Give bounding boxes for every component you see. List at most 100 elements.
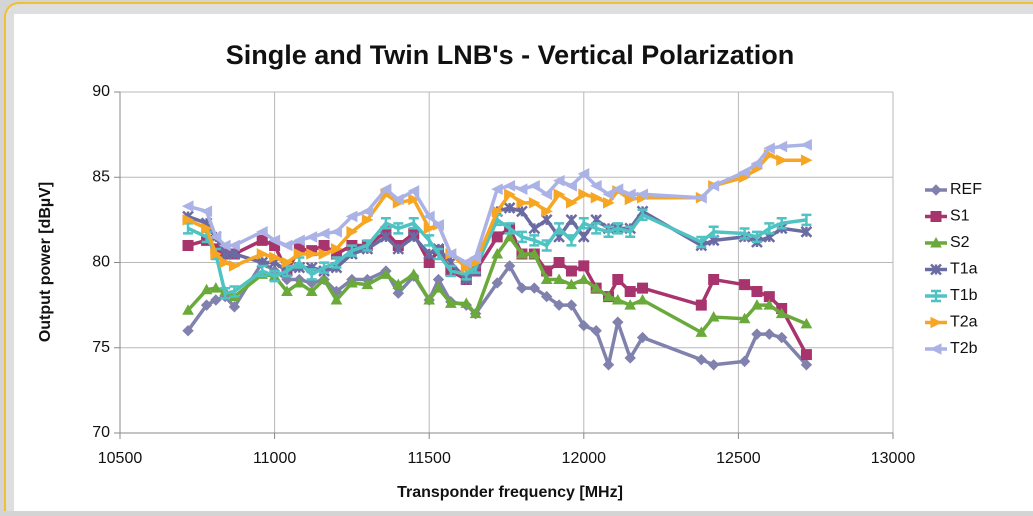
marker	[293, 276, 306, 288]
marker	[800, 225, 813, 238]
marker	[318, 248, 331, 260]
marker	[423, 248, 436, 260]
marker	[209, 231, 222, 243]
marker	[553, 273, 565, 285]
series-line	[187, 213, 807, 295]
marker	[708, 225, 719, 239]
marker	[408, 193, 420, 206]
marker	[293, 234, 305, 247]
marker	[565, 213, 578, 226]
marker	[528, 282, 541, 294]
marker	[432, 282, 445, 293]
marker	[750, 157, 763, 170]
marker	[800, 317, 813, 329]
marker	[228, 260, 241, 272]
marker	[775, 331, 788, 344]
marker	[540, 290, 553, 303]
marker	[345, 210, 358, 223]
marker	[565, 299, 578, 311]
marker	[540, 188, 553, 201]
marker	[751, 230, 762, 244]
marker	[528, 247, 541, 259]
marker	[764, 222, 775, 235]
marker	[603, 225, 614, 239]
marker	[380, 217, 391, 230]
marker	[281, 256, 294, 269]
marker	[578, 260, 590, 272]
marker	[590, 324, 602, 337]
y-tick-label: 70	[92, 424, 110, 441]
marker	[306, 268, 317, 281]
marker	[695, 191, 707, 204]
marker	[751, 299, 763, 310]
marker	[503, 179, 516, 192]
x-tick-label: 10500	[98, 450, 143, 467]
marker	[182, 304, 194, 315]
x-axis-label: Transponder frequency [MHz]	[397, 484, 623, 501]
marker	[317, 227, 330, 240]
marker	[361, 205, 373, 218]
marker	[540, 273, 553, 285]
marker	[800, 154, 813, 167]
marker	[469, 307, 482, 319]
marker	[503, 260, 516, 272]
marker	[408, 217, 419, 230]
marker	[707, 311, 720, 322]
marker	[201, 222, 213, 235]
marker	[256, 248, 269, 260]
marker	[433, 247, 444, 261]
marker	[229, 285, 240, 298]
marker	[516, 282, 528, 294]
marker	[281, 285, 293, 296]
marker	[602, 359, 615, 371]
marker	[379, 183, 392, 195]
marker	[565, 197, 578, 209]
legend-label: S1	[950, 208, 970, 225]
marker	[611, 293, 624, 305]
marker	[776, 217, 787, 230]
marker	[566, 234, 577, 247]
marker	[210, 248, 222, 260]
marker	[602, 290, 615, 302]
marker	[269, 251, 281, 264]
marker	[578, 217, 589, 230]
legend-label: T2b	[950, 340, 978, 357]
marker	[330, 226, 342, 238]
marker	[541, 239, 552, 252]
marker	[577, 231, 590, 243]
marker	[444, 248, 457, 260]
marker	[637, 282, 649, 294]
marker	[516, 247, 528, 259]
marker	[775, 307, 788, 319]
marker	[565, 179, 577, 192]
marker	[577, 273, 590, 285]
marker	[491, 205, 504, 218]
marker	[220, 286, 231, 300]
marker	[491, 277, 503, 289]
marker	[516, 205, 528, 218]
marker	[503, 230, 516, 242]
marker	[801, 213, 812, 227]
y-tick-label: 90	[92, 83, 110, 100]
legend-label: T2a	[950, 314, 978, 331]
marker	[636, 188, 649, 201]
marker	[256, 226, 268, 238]
marker	[460, 297, 473, 308]
marker	[256, 234, 268, 246]
x-tick-label: 11000	[253, 450, 296, 467]
marker	[423, 222, 436, 235]
legend-marker	[929, 343, 942, 355]
marker	[540, 213, 553, 226]
marker	[553, 188, 566, 201]
marker	[763, 142, 775, 155]
y-tick-label: 75	[92, 339, 110, 356]
marker	[330, 293, 343, 305]
marker	[541, 205, 553, 218]
marker	[763, 291, 775, 303]
marker	[590, 179, 602, 192]
marker	[346, 244, 357, 257]
marker	[612, 222, 623, 235]
marker	[515, 183, 528, 195]
marker	[305, 285, 318, 296]
y-tick-label: 80	[92, 254, 110, 271]
